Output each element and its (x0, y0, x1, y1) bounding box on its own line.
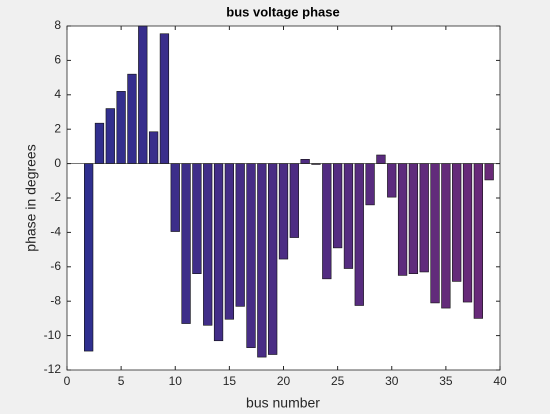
bar (246, 163, 256, 348)
chart-title: bus voltage phase (226, 4, 339, 19)
y-tick-label: 0 (54, 156, 61, 170)
bar (484, 163, 494, 181)
bar (278, 163, 289, 260)
bar (441, 163, 451, 309)
bar (332, 163, 343, 249)
bar (419, 163, 429, 273)
bar (354, 163, 364, 306)
y-tick-label: -4 (50, 225, 61, 239)
y-tick-label: 8 (54, 18, 61, 32)
bar (84, 163, 94, 352)
bar (94, 122, 105, 164)
bar (127, 73, 137, 164)
x-tick-label: 5 (118, 374, 125, 388)
bar (257, 163, 267, 358)
x-axis-label: bus number (246, 395, 320, 411)
y-tick-label: -6 (50, 259, 61, 273)
bar (387, 163, 397, 198)
y-tick-label: 2 (54, 121, 61, 135)
bar (289, 163, 299, 238)
bar (452, 163, 462, 282)
y-tick-label: 4 (54, 87, 61, 101)
bar (397, 163, 408, 276)
bar (365, 163, 375, 206)
bar (322, 163, 332, 280)
bar (203, 163, 213, 326)
y-tick-label: -10 (44, 328, 62, 342)
bar (235, 163, 245, 307)
bar (343, 163, 354, 269)
y-tick-label: -8 (50, 293, 61, 307)
bar (473, 163, 483, 319)
x-tick-label: 30 (385, 374, 399, 388)
x-tick-label: 0 (64, 374, 71, 388)
x-tick-label: 10 (169, 374, 183, 388)
bar (376, 154, 386, 164)
bar (170, 163, 180, 232)
bar (159, 33, 170, 164)
x-tick-label: 25 (331, 374, 345, 388)
bar (268, 163, 278, 355)
bar (192, 163, 202, 274)
bar (138, 25, 148, 164)
bar (181, 163, 191, 324)
x-tick-label: 15 (223, 374, 237, 388)
x-tick-label: 40 (493, 374, 507, 388)
y-tick-label: 6 (54, 53, 61, 67)
x-tick-label: 20 (277, 374, 291, 388)
bar (105, 108, 115, 164)
x-tick-label: 35 (439, 374, 453, 388)
bar (116, 91, 126, 164)
bar (213, 163, 224, 342)
bar (430, 163, 440, 304)
y-axis-label: phase in degrees (23, 144, 39, 251)
bar (224, 163, 235, 320)
bar (462, 163, 473, 303)
y-tick-label: -2 (50, 190, 61, 204)
bar (148, 131, 159, 164)
y-tick-label: -12 (44, 362, 62, 376)
bar (408, 163, 419, 274)
bar (300, 159, 310, 164)
